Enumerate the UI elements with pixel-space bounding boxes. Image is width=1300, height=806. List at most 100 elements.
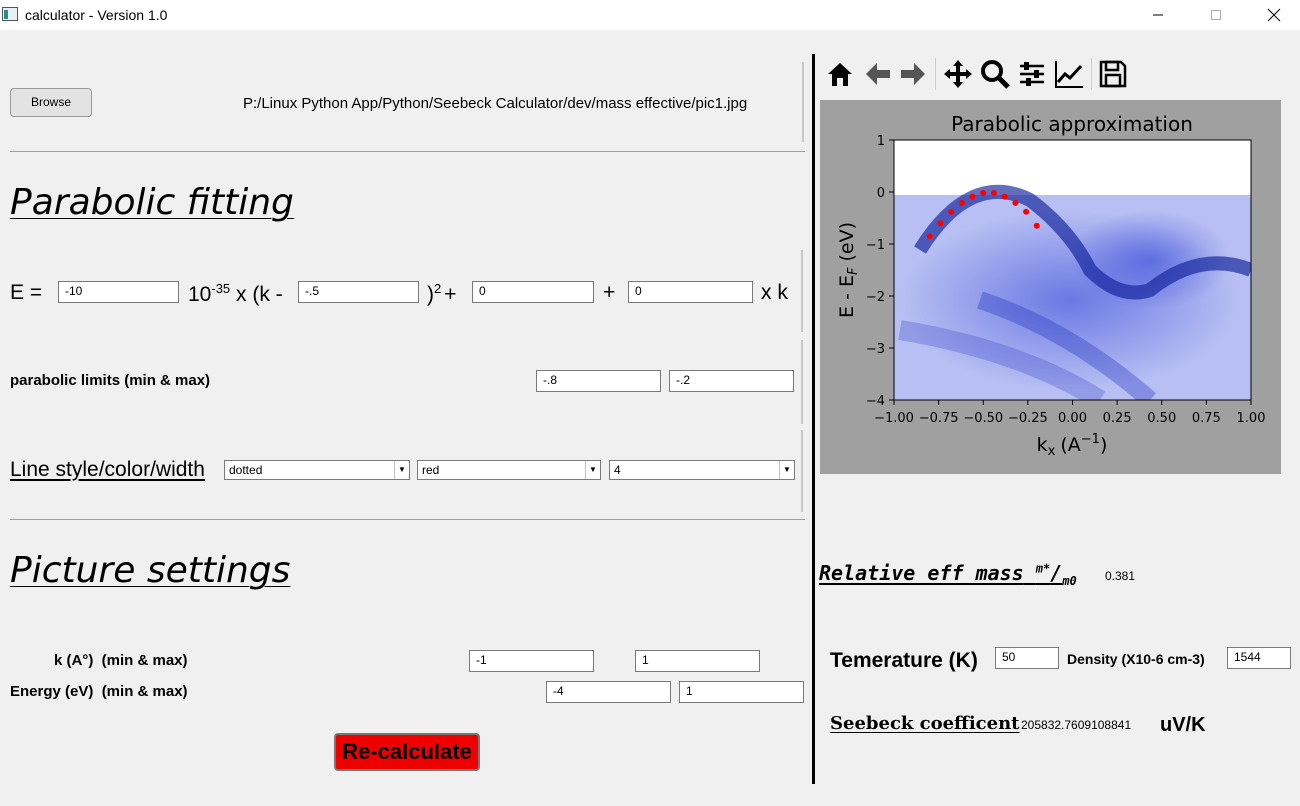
picture-settings-heading: Picture settings <box>10 550 291 591</box>
y-tick-label: −3 <box>866 342 885 357</box>
limit-max-input[interactable]: -.2 <box>669 370 794 392</box>
line-style-value: dotted <box>229 463 263 477</box>
equation-close-paren: ) <box>427 283 434 306</box>
fit-point <box>958 199 965 206</box>
maximize-button[interactable] <box>1187 0 1245 30</box>
x-tick-label: 0.00 <box>1058 411 1087 426</box>
scroll-divider <box>802 62 804 142</box>
browse-button[interactable]: Browse <box>10 88 92 117</box>
equation-multiplier: 10-35 x (k - <box>188 281 283 307</box>
density-label: Density (X10-6 cm-3) <box>1067 651 1205 667</box>
y-ticks: 1 0 −1 −2 −3 −4 <box>866 134 894 409</box>
x-tick-label: −1.00 <box>874 411 914 426</box>
limit-min-input[interactable]: -.8 <box>536 370 661 392</box>
line-width-select[interactable]: 4 ▼ <box>609 460 795 480</box>
home-icon[interactable] <box>824 58 856 90</box>
parabolic-chart: −1.00 −0.75 −0.50 −0.25 0.00 0.25 0.50 0.75 1.00… <box>820 100 1281 474</box>
line-width-value: 4 <box>614 463 621 477</box>
energy-max-input[interactable]: 1 <box>679 681 804 703</box>
minimize-button[interactable] <box>1129 0 1187 30</box>
line-color-select[interactable]: red ▼ <box>417 460 601 480</box>
y-axis-unit: (eV) <box>836 222 858 268</box>
minimize-icon <box>1153 14 1163 16</box>
constant-2-input[interactable]: 0 <box>628 281 753 303</box>
configure-subplots-icon[interactable] <box>1016 58 1048 90</box>
chevron-down-icon: ▼ <box>585 461 600 479</box>
seebeck-value: 205832.7609108841 <box>1021 718 1132 732</box>
k-max-input[interactable]: 1 <box>635 650 760 672</box>
line-style-label: Line style/color/width <box>10 458 205 481</box>
fit-points <box>926 190 1040 240</box>
temperature-label: Temerature (K) <box>830 649 978 672</box>
equation-xk: x (k - <box>230 283 283 306</box>
line-style-select[interactable]: dotted ▼ <box>224 460 410 480</box>
zoom-icon[interactable] <box>979 58 1011 90</box>
divider <box>10 151 805 152</box>
equation-base: 10 <box>188 283 212 306</box>
y-tick-label: −1 <box>866 238 885 253</box>
fit-point <box>980 190 987 197</box>
y-tick-label: 1 <box>877 134 885 149</box>
k-range-label: k (A°) (min & max) <box>54 652 188 669</box>
save-icon[interactable] <box>1097 58 1129 90</box>
back-arrow-icon[interactable] <box>862 58 894 90</box>
panel-splitter[interactable] <box>812 54 815 784</box>
equation-exponent: -35 <box>211 281 231 296</box>
x-tick-label: 0.75 <box>1192 411 1221 426</box>
title-bar <box>0 0 1300 30</box>
parabolic-heading: Parabolic fitting <box>10 182 294 223</box>
fit-point <box>937 220 944 227</box>
fit-point <box>969 193 976 200</box>
x-tick-label: −0.25 <box>1008 411 1048 426</box>
constant-1-input[interactable]: 0 <box>472 281 594 303</box>
k-min-input[interactable]: -1 <box>469 650 594 672</box>
energy-min-input[interactable]: -4 <box>546 681 671 703</box>
close-button[interactable] <box>1245 0 1300 30</box>
divider <box>10 519 805 520</box>
parabolic-limits-label: parabolic limits (min & max) <box>10 372 211 389</box>
coefficient-input[interactable]: -10 <box>58 281 179 303</box>
app-icon <box>2 7 18 21</box>
temperature-input[interactable]: 50 <box>995 647 1059 669</box>
y-axis-label: E - EF (eV) <box>836 222 861 318</box>
recalculate-button[interactable]: Re-calculate <box>334 733 480 771</box>
k0-input[interactable]: -.5 <box>298 281 419 303</box>
fit-point <box>1012 199 1019 206</box>
chart-title: Parabolic approximation <box>951 112 1193 136</box>
y-tick-label: −2 <box>866 290 885 305</box>
x-axis-k: k <box>1037 434 1048 456</box>
arpes-image <box>894 184 1251 400</box>
fit-point <box>926 233 933 240</box>
equation-plus-2: + <box>603 281 616 304</box>
scroll-divider <box>801 430 803 512</box>
x-axis-close: ) <box>1100 434 1107 456</box>
equation-suffix: x k <box>761 281 788 304</box>
line-color-value: red <box>422 463 440 477</box>
x-tick-label: 0.50 <box>1147 411 1176 426</box>
file-path: P:/Linux Python App/Python/Seebeck Calcu… <box>243 95 748 112</box>
y-tick-label: 0 <box>877 186 885 201</box>
chevron-down-icon: ▼ <box>394 461 409 479</box>
seebeck-label: Seebeck coefficent <box>830 713 1020 734</box>
window-title: calculator - Version 1.0 <box>25 7 168 23</box>
x-tick-label: 1.00 <box>1237 411 1266 426</box>
forward-arrow-icon[interactable] <box>897 58 929 90</box>
chevron-down-icon: ▼ <box>779 461 794 479</box>
x-axis-unit: (A <box>1060 434 1080 456</box>
toolbar-separator <box>935 58 936 90</box>
x-ticks: −1.00 −0.75 −0.50 −0.25 0.00 0.25 0.50 0.75 1.00 <box>874 400 1265 426</box>
mass-slash: / <box>1050 561 1063 585</box>
toolbar-separator <box>1091 58 1092 90</box>
pan-icon[interactable] <box>942 58 974 90</box>
x-axis-exp: −1 <box>1081 432 1100 447</box>
equation-square-exponent: 2 <box>434 281 442 296</box>
scroll-divider <box>801 250 803 332</box>
maximize-icon <box>1211 10 1221 20</box>
fit-point <box>990 190 997 197</box>
edit-axis-icon[interactable] <box>1053 58 1085 90</box>
density-input[interactable]: 1544 <box>1227 647 1291 669</box>
fit-point <box>1033 222 1040 229</box>
y-axis-sub: F <box>846 267 861 275</box>
close-icon <box>1267 8 1281 22</box>
equation-square: )2 + <box>427 281 457 307</box>
